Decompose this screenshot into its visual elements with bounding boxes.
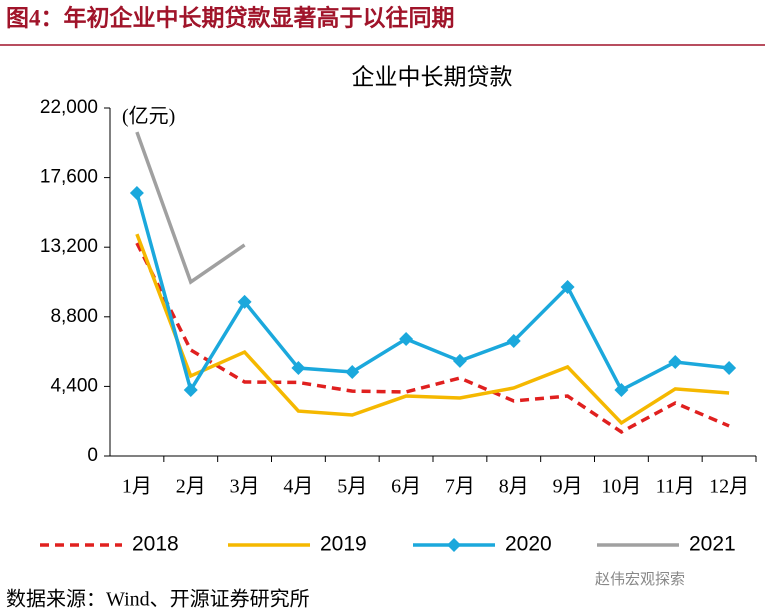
x-tick-label: 10月: [601, 476, 641, 498]
legend-label: 2018: [132, 533, 179, 556]
x-tick-label: 5月: [337, 476, 367, 498]
figure-title: 图4：年初企业中长期贷款显著高于以往同期: [6, 4, 455, 30]
point-marker: [668, 355, 683, 370]
y-tick-label: 13,200: [40, 236, 98, 257]
point-marker: [722, 361, 737, 376]
x-tick-label: 11月: [656, 476, 695, 498]
unit-label: (亿元): [122, 105, 175, 128]
legend-label: 2019: [320, 533, 367, 556]
y-tick-label: 4,400: [50, 375, 98, 396]
y-tick-label: 8,800: [50, 306, 98, 327]
point-marker: [560, 280, 575, 295]
y-tick-label: 17,600: [40, 167, 98, 188]
point-marker: [614, 383, 629, 398]
point-marker: [506, 334, 521, 349]
point-marker: [452, 353, 467, 368]
point-marker: [291, 361, 306, 376]
x-tick-label: 9月: [553, 476, 583, 498]
watermark: 赵伟宏观探索: [595, 571, 685, 588]
series-line: [135, 233, 730, 426]
x-tick-label: 12月: [709, 476, 749, 498]
x-tick-label: 1月: [122, 476, 152, 498]
x-tick-label: 2月: [176, 476, 206, 498]
series-line: [135, 192, 730, 395]
x-tick-label: 7月: [445, 476, 475, 498]
legend-label: 2021: [689, 533, 736, 556]
chart-title: 企业中长期贷款: [352, 64, 513, 89]
source: 数据来源：Wind、开源证券研究所: [6, 588, 310, 611]
series-line: [135, 131, 246, 285]
x-tick-label: 6月: [391, 476, 421, 498]
point-marker: [183, 383, 198, 398]
series-line: [135, 242, 730, 434]
point-marker: [399, 331, 414, 346]
point-marker: [129, 185, 144, 200]
point-marker: [345, 365, 360, 380]
x-tick-label: 4月: [283, 476, 313, 498]
legend-marker: [447, 538, 461, 552]
x-tick-label: 3月: [230, 476, 260, 498]
legend-label: 2020: [505, 533, 552, 556]
y-tick-label: 0: [87, 445, 98, 466]
x-tick-label: 8月: [499, 476, 529, 498]
point-marker: [237, 294, 252, 309]
y-tick-label: 22,000: [40, 97, 98, 118]
